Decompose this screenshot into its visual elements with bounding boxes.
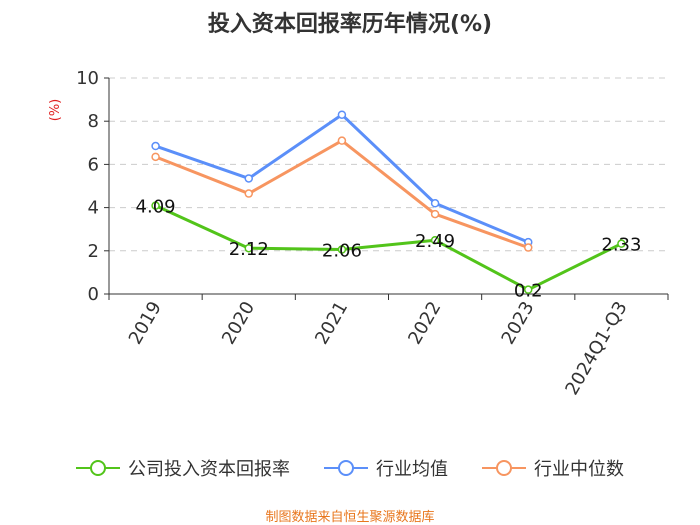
x-tick-label: 2022 <box>404 298 445 348</box>
data-point[interactable] <box>151 201 160 210</box>
data-point[interactable] <box>524 243 533 252</box>
data-point[interactable] <box>151 152 160 162</box>
x-tick-label: 2021 <box>311 298 352 348</box>
series-line <box>154 204 623 292</box>
data-point[interactable] <box>524 285 533 294</box>
x-tick-label: 2020 <box>218 298 259 348</box>
data-point[interactable] <box>244 174 253 183</box>
x-tick-label: 2023 <box>497 298 538 348</box>
y-tick-label: 2 <box>88 241 99 262</box>
data-label: 2.06 <box>322 241 362 262</box>
x-tick-label: 2019 <box>125 298 166 348</box>
legend-item-industry-median[interactable]: 行业中位数 <box>482 455 624 481</box>
legend: 公司投入资本回报率 行业均值 行业中位数 <box>0 455 700 481</box>
data-label: 2.33 <box>601 235 641 256</box>
legend-item-industry-mean[interactable]: 行业均值 <box>324 455 448 481</box>
legend-marker-company <box>76 460 120 476</box>
y-tick-label: 10 <box>76 68 99 89</box>
data-point[interactable] <box>337 110 347 119</box>
source-note: 制图数据来自恒生聚源数据库 <box>265 510 435 525</box>
data-label: 4.09 <box>136 197 176 218</box>
data-label: 2.12 <box>229 239 269 260</box>
data-point[interactable] <box>244 189 253 198</box>
data-point[interactable] <box>151 141 160 151</box>
data-point[interactable] <box>244 243 253 253</box>
grid-lines <box>109 77 668 252</box>
y-axis-label: (%) <box>48 99 63 122</box>
series-lines <box>151 110 626 294</box>
data-labels: 4.09 2.12 2.06 2.49 0.2 2.33 <box>136 197 642 302</box>
chart-title: 投入资本回报率历年情况(%) <box>207 12 493 37</box>
legend-item-company[interactable]: 公司投入资本回报率 <box>76 455 290 481</box>
data-point[interactable] <box>430 235 440 245</box>
legend-label-industry-mean: 行业均值 <box>376 459 448 480</box>
legend-label-industry-median: 行业中位数 <box>534 459 624 480</box>
legend-label-company: 公司投入资本回报率 <box>128 459 290 480</box>
y-tick-label: 6 <box>88 154 99 175</box>
y-tick-label: 4 <box>88 198 99 219</box>
data-point[interactable] <box>337 245 347 254</box>
y-tick-label: 8 <box>88 111 99 132</box>
data-point[interactable] <box>617 239 626 248</box>
legend-marker-industry-median <box>482 460 526 476</box>
data-point[interactable] <box>337 136 347 145</box>
data-point[interactable] <box>430 209 440 219</box>
axes: 0 2 4 6 8 10 (%) 2019 2020 2021 2022 2023 2024Q1-Q3 <box>48 68 669 399</box>
y-tick-label: 0 <box>88 284 99 305</box>
data-point[interactable] <box>430 199 440 208</box>
x-tick-label: 2024Q1-Q3 <box>561 298 631 399</box>
data-label: 0.2 <box>514 281 543 302</box>
data-label: 2.49 <box>415 231 455 252</box>
legend-marker-industry-mean <box>324 460 368 476</box>
